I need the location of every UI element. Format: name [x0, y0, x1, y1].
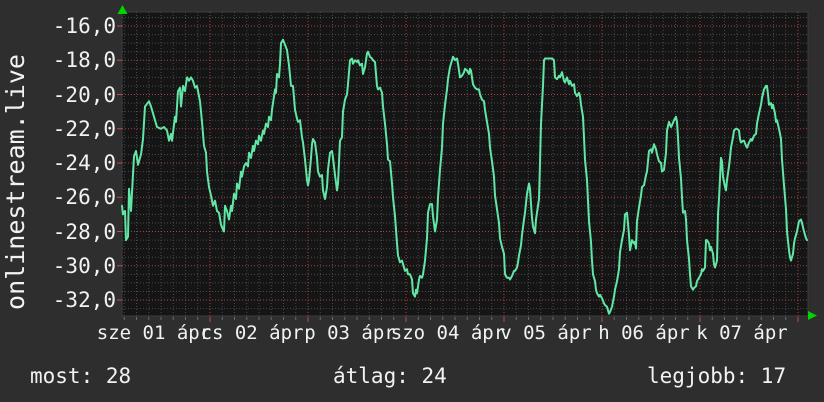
- stat-best: legjobb: 17: [647, 363, 786, 389]
- x-tick-label: h 06 ápr: [598, 322, 690, 344]
- x-tick-label: szo 04 ápr: [390, 322, 506, 344]
- y-tick-label: -22,0: [52, 116, 116, 141]
- stat-average-label: átlag:: [333, 364, 422, 388]
- y-tick-label: -24,0: [52, 151, 116, 175]
- stat-now-value: 28: [105, 364, 132, 388]
- plot-background: [121, 11, 809, 317]
- y-tick-label: -32,0: [52, 288, 116, 312]
- x-axis-arrow-icon: [808, 311, 817, 320]
- series-line: [121, 38, 808, 315]
- stat-best-value: 17: [760, 364, 787, 388]
- x-tick-label: v 05 ápr: [500, 322, 592, 344]
- y-tick-label: -16,0: [52, 14, 116, 38]
- stat-now: most: 28: [30, 363, 131, 389]
- y-tick-label: -30,0: [52, 253, 116, 278]
- stat-average-value: 24: [421, 364, 447, 388]
- y-tick-label: -26,0: [52, 185, 116, 210]
- stat-average: átlag: 24: [333, 363, 447, 389]
- x-tick-label: k 07 ápr: [696, 322, 788, 344]
- y-tick-label: -20,0: [52, 82, 116, 107]
- x-tick-label: sze 01 ápr: [96, 322, 212, 344]
- stat-now-label: most:: [30, 364, 106, 388]
- y-tick-label: -28,0: [52, 219, 116, 244]
- y-tick-label: -18,0: [52, 48, 116, 73]
- y-axis-arrow-icon: [117, 5, 128, 14]
- x-tick-label: cs 02 ápr: [200, 322, 304, 344]
- x-tick-label: p 03 ápr: [304, 322, 396, 344]
- stat-best-label: legjobb:: [647, 364, 761, 388]
